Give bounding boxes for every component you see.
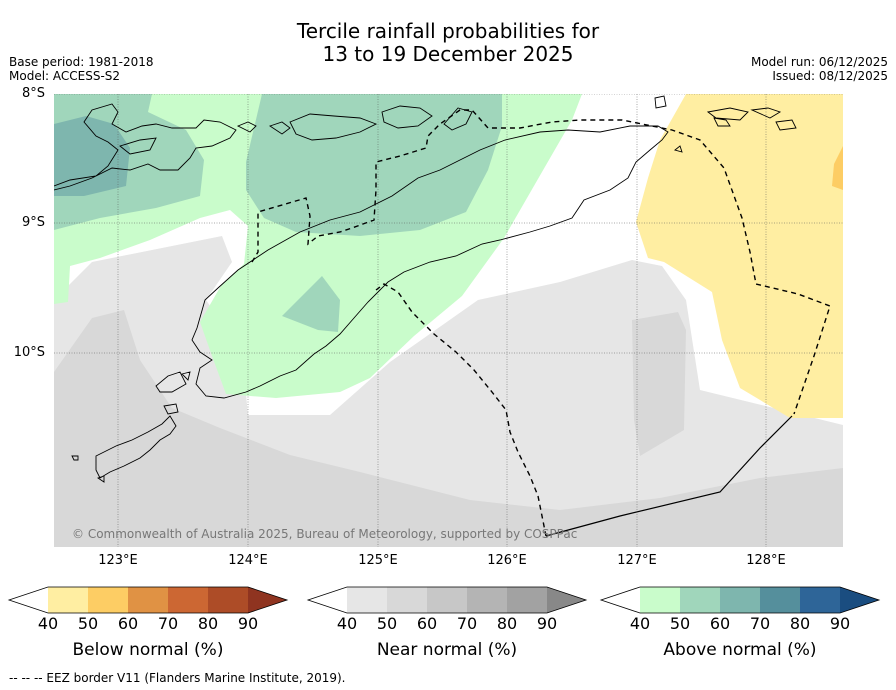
- above-normal-tick-label: 50: [669, 614, 691, 633]
- near-normal-colorbar-min-extension: [308, 587, 347, 613]
- above-normal-colorbar-segment: [800, 587, 840, 613]
- meta-left: Base period: 1981-2018 Model: ACCESS-S2: [9, 55, 154, 83]
- lon-label-125e: 125°E: [358, 553, 398, 568]
- alor-island-coast: [443, 107, 473, 131]
- below-normal-colorbar-outline: [7, 586, 289, 614]
- near-normal-colorbar-max-extension: [547, 587, 586, 613]
- colorbar-above-normal: [599, 586, 881, 614]
- lon-label-123e: 123°E: [98, 553, 138, 568]
- eez-timor-australia: [375, 283, 547, 537]
- flores-north-islets: [119, 121, 291, 155]
- sumba-islets: [155, 371, 191, 415]
- above-normal-50-region-3: [282, 276, 340, 332]
- below-normal-50-region: [832, 146, 843, 190]
- near-normal-colorbar-segment: [347, 587, 387, 613]
- damar-islands: [706, 107, 797, 131]
- near-normal-tick-label: 80: [496, 614, 518, 633]
- below-normal-colorbar-max-extension: [248, 587, 287, 613]
- colorbars: [7, 586, 881, 614]
- below-normal-tick-label: 40: [37, 614, 59, 633]
- wetar-east-coast: [674, 145, 683, 153]
- legend-label-below-normal: Below normal (%): [72, 640, 224, 660]
- above-normal-tick-label: 40: [629, 614, 651, 633]
- below-normal-tick-label: 90: [237, 614, 259, 633]
- above-normal-60-region: [54, 116, 130, 196]
- above-normal-tick-label: 90: [829, 614, 851, 633]
- above-normal-colorbar-outline: [599, 586, 881, 614]
- model-name: Model: ACCESS-S2: [9, 68, 121, 83]
- below-normal-colorbar-segment: [48, 587, 88, 613]
- below-normal-tick-label: 60: [117, 614, 139, 633]
- eez-footnote: -- -- -- EEZ border V11 (Flanders Marine…: [9, 671, 346, 685]
- near-normal-tick-label: 40: [336, 614, 358, 633]
- near-normal-colorbar-segment: [507, 587, 547, 613]
- above-normal-colorbar-segment: [760, 587, 800, 613]
- solor-island-coast: [289, 113, 378, 141]
- above-normal-tick-label: 70: [749, 614, 771, 633]
- eez-timor-indonesia: [251, 109, 831, 415]
- near-normal-tick-label: 90: [536, 614, 558, 633]
- near-normal-colorbar-segment: [427, 587, 467, 613]
- gridlines: [54, 94, 843, 547]
- coastlines: [54, 95, 797, 483]
- small-island-north: [654, 95, 667, 109]
- base-period: Base period: 1981-2018: [9, 55, 154, 69]
- colorbar-near-normal: [306, 586, 588, 614]
- lon-label-128e: 128°E: [746, 553, 786, 568]
- above-normal-colorbar-segment: [640, 587, 680, 613]
- lon-label-127e: 127°E: [617, 553, 657, 568]
- timor-island-coast: [191, 125, 669, 399]
- above-normal-colorbar-segment: [680, 587, 720, 613]
- below-normal-colorbar-segment: [208, 587, 248, 613]
- legend-label-near-normal: Near normal (%): [376, 640, 518, 660]
- title-line-2: 13 to 19 December 2025: [322, 42, 574, 66]
- below-normal-tick-label: 70: [157, 614, 179, 633]
- near-normal-colorbar-segment: [467, 587, 507, 613]
- near-normal-tick-label: 50: [376, 614, 398, 633]
- copyright-text: © Commonwealth of Australia 2025, Bureau…: [72, 527, 577, 541]
- near-normal-tick-label: 60: [416, 614, 438, 633]
- below-normal-colorbar-segment: [128, 587, 168, 613]
- eez-seabed-line: [545, 415, 793, 537]
- lat-label-10s: 10°S: [13, 345, 45, 360]
- model-run: Model run: 06/12/2025: [750, 55, 888, 69]
- near-normal-colorbar-segment: [387, 587, 427, 613]
- near-normal-60-region-2: [632, 312, 686, 456]
- lat-label-9s: 9°S: [21, 215, 45, 230]
- above-normal-tick-label: 80: [789, 614, 811, 633]
- flores-coast: [54, 103, 237, 191]
- rote-sawu-islands: [71, 415, 177, 483]
- below-normal-colorbar-segment: [88, 587, 128, 613]
- lembata-island-coast: [381, 105, 433, 129]
- near-normal-colorbar-outline: [306, 586, 588, 614]
- above-normal-colorbar-max-extension: [840, 587, 879, 613]
- above-normal-colorbar-min-extension: [601, 587, 640, 613]
- below-normal-tick-label: 50: [77, 614, 99, 633]
- meta-right: Model run: 06/12/2025 Issued: 08/12/2025: [750, 55, 888, 83]
- above-normal-colorbar-segment: [720, 587, 760, 613]
- above-normal-50-region-2: [246, 94, 502, 236]
- colorbar-below-normal: [7, 586, 289, 614]
- below-normal-colorbar-segment: [168, 587, 208, 613]
- map-title: Tercile rainfall probabilities for 13 to…: [0, 20, 896, 66]
- title-line-1: Tercile rainfall probabilities for: [296, 19, 600, 43]
- below-normal-40-region: [636, 94, 843, 418]
- lon-label-126e: 126°E: [487, 553, 527, 568]
- near-normal-60-region: [54, 310, 843, 547]
- lat-label-8s: 8°S: [21, 86, 45, 101]
- below-normal-tick-label: 80: [197, 614, 219, 633]
- eez-borders: [251, 109, 831, 537]
- probability-map: © Commonwealth of Australia 2025, Bureau…: [54, 94, 843, 547]
- below-normal-colorbar-min-extension: [9, 587, 48, 613]
- issued-date: Issued: 08/12/2025: [772, 68, 888, 83]
- above-normal-tick-label: 60: [709, 614, 731, 633]
- near-normal-tick-label: 70: [456, 614, 478, 633]
- legend-label-above-normal: Above normal (%): [663, 640, 817, 660]
- lon-label-124e: 124°E: [228, 553, 268, 568]
